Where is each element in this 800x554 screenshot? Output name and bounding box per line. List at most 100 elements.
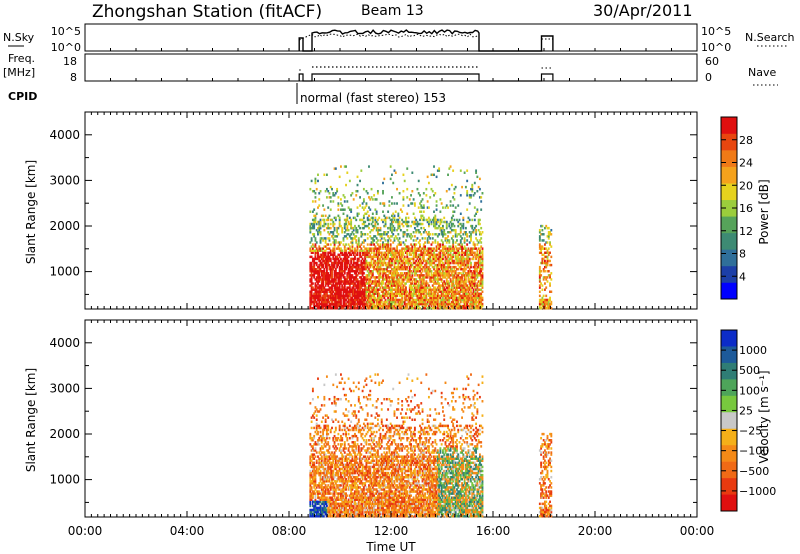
power-echo-cell (477, 263, 480, 267)
power-echo-cell (310, 222, 313, 226)
power-echo-cell (355, 265, 358, 269)
power-echo-cell (392, 288, 395, 291)
power-echo-cell (376, 251, 379, 254)
power-echo-cell (467, 280, 470, 283)
power-echo-cell (402, 204, 405, 207)
power-echo-cell (314, 300, 317, 304)
power-echo-cell (370, 249, 373, 252)
power-echo-cell (319, 276, 322, 279)
velocity-echo-cell (309, 457, 312, 460)
power-echo-cell (480, 292, 483, 296)
power-echo-cell (398, 220, 401, 224)
power-echo-cell (475, 212, 478, 216)
power-echo-cell (397, 272, 400, 275)
power-echo-cell (343, 298, 346, 302)
power-echo-cell (401, 288, 404, 291)
power-echo-cell (324, 302, 327, 306)
power-echo-cell (466, 179, 469, 183)
power-echo-cell (392, 247, 395, 250)
power-echo-cell (370, 237, 373, 240)
power-echo-cell (314, 218, 317, 222)
power-echo-cell (440, 302, 443, 306)
power-echo-cell (399, 263, 402, 267)
power-echo-cell (382, 210, 384, 213)
power-echo-cell (439, 284, 442, 287)
power-echo-cell (379, 202, 382, 205)
power-echo-cell (444, 267, 447, 271)
power-echo-cell (352, 300, 355, 304)
power-echo-cell (392, 270, 395, 273)
power-echo-cell (450, 255, 453, 259)
power-echo-cell (410, 233, 412, 236)
power-echo-cell (384, 284, 387, 287)
power-echo-cell (399, 265, 402, 269)
power-echo-cell (540, 298, 543, 302)
power-echo-cell (478, 270, 481, 273)
power-echo-cell (473, 265, 476, 269)
power-echo-cell (391, 304, 393, 308)
power-echo-cell (376, 276, 379, 279)
power-echo-cell (449, 231, 452, 234)
power-echo-cell (401, 290, 404, 293)
power-echo-cell (480, 208, 483, 211)
power-echo-cell (333, 245, 336, 248)
power-echo-cell (393, 302, 396, 306)
power-echo-cell (426, 282, 429, 285)
power-echo-cell (472, 300, 475, 304)
power-echo-cell (471, 257, 474, 261)
power-echo-cell (328, 247, 331, 250)
power-echo-cell (453, 270, 456, 273)
power-echo-cell (398, 278, 401, 281)
power-echo-cell (333, 235, 336, 238)
power-echo-cell (477, 257, 480, 261)
power-echo-cell (435, 270, 438, 273)
power-echo-cell (420, 302, 423, 306)
power-echo-cell (454, 298, 457, 302)
power-echo-cell (359, 204, 361, 207)
power-echo-cell (398, 224, 401, 228)
power-echo-cell (350, 270, 353, 273)
power-echo-cell (385, 270, 388, 273)
power-echo-cell (369, 253, 372, 257)
power-echo-cell (348, 278, 351, 281)
power-echo-cell (373, 261, 376, 265)
power-echo-cell (403, 296, 406, 300)
velocity-echo-cell (322, 451, 325, 454)
power-echo-cell (356, 245, 359, 248)
power-echo-cell (449, 267, 452, 271)
power-echo-cell (315, 272, 318, 275)
power-echo-cell (429, 296, 432, 300)
power-echo-cell (434, 224, 437, 228)
power-echo-cell (385, 294, 388, 298)
power-echo-cell (401, 259, 404, 263)
power-echo-cell (397, 226, 400, 230)
velocity-echo-cell (313, 461, 316, 465)
power-echo-cell (448, 187, 451, 191)
power-echo-cell (315, 290, 318, 293)
power-echo-cell (457, 298, 460, 302)
power-echo-cell (319, 270, 322, 273)
power-echo-cell (439, 220, 442, 224)
velocity-echo-cell (318, 471, 321, 475)
power-echo-cell (406, 290, 409, 293)
power-echo-cell (475, 261, 478, 265)
power-echo-cell (397, 288, 400, 291)
power-echo-cell (393, 288, 396, 291)
power-data (309, 165, 553, 310)
freq-panel (84, 53, 698, 82)
power-echo-cell (438, 288, 441, 291)
velocity-echo-cell (324, 424, 327, 428)
power-echo-cell (366, 216, 369, 220)
power-echo-cell (329, 276, 332, 279)
velocity-echo-cell (309, 469, 312, 473)
power-echo-cell (422, 257, 425, 261)
velocity-echo-cell (314, 482, 317, 485)
power-echo-cell (471, 282, 474, 285)
velocity-echo-cell (320, 486, 323, 489)
power-echo-cell (427, 298, 430, 302)
power-echo-cell (342, 257, 345, 261)
power-echo-cell (545, 261, 548, 265)
power-echo-cell (425, 286, 428, 289)
power-echo-cell (473, 270, 476, 273)
power-echo-cell (434, 255, 437, 259)
